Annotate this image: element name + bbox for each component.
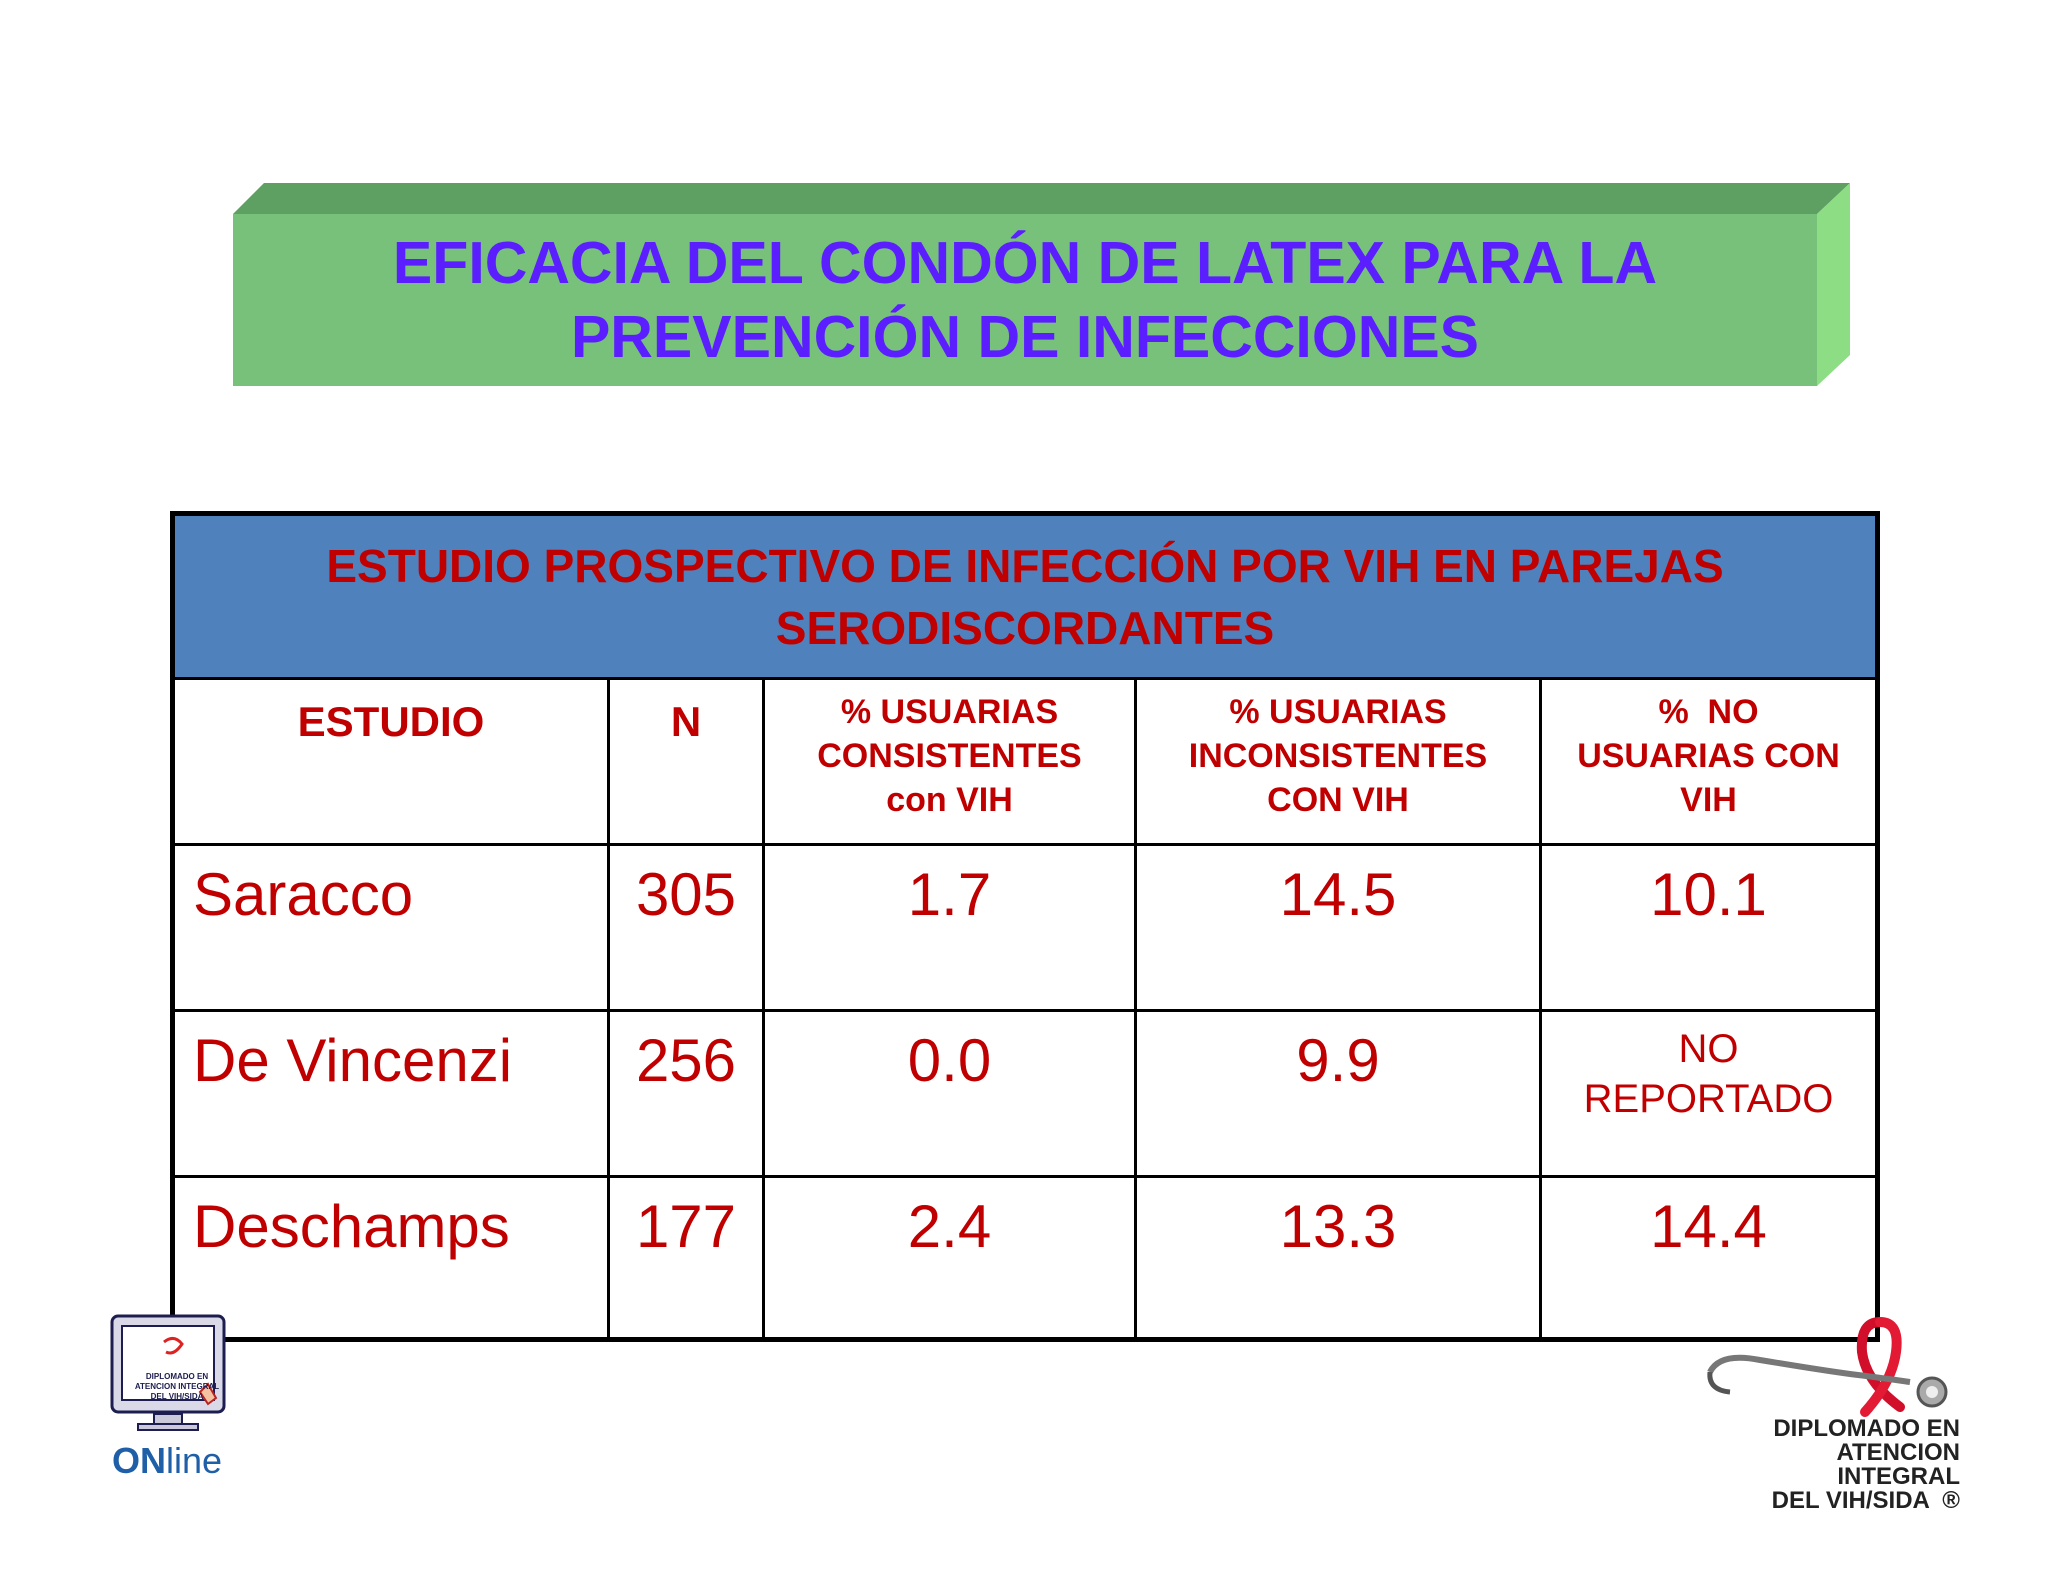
column-header-estudio: ESTUDIO [175,680,610,843]
ribbon-stethoscope-icon [1707,1317,1948,1417]
table-caption-line-2: SERODISCORDANTES [775,601,1275,654]
online-wordmark: ONline [112,1440,222,1482]
cell-inconsistentes: 14.5 [1137,846,1542,1009]
title-box-shape [233,183,1850,386]
table-row: Saracco 305 1.7 14.5 10.1 [175,846,1875,1012]
column-header-text: CON VIH [1267,781,1409,819]
monitor-text-line: DEL VIH/SIDA [150,1392,204,1401]
page-title: EFICACIA DEL CONDÓN DE LATEX PARA LA PRE… [233,214,1817,386]
table-grid: ESTUDIO N % USUARIAS CONSISTENTES con VI… [175,680,1875,1337]
cell-no-usuarias-line-1: NO [1678,1027,1739,1071]
column-header-no-usuarias: % NO USUARIAS CON VIH [1542,680,1875,843]
table-row: Deschamps 177 2.4 13.3 14.4 [175,1178,1875,1337]
cell-no-usuarias: 14.4 [1650,1193,1767,1260]
cell-no-usuarias: 10.1 [1650,861,1767,928]
table-row: De Vincenzi 256 0.0 9.9 NO REPORTADO [175,1012,1875,1178]
column-header-text: CONSISTENTES [817,737,1082,775]
column-header-consistentes: % USUARIAS CONSISTENTES con VIH [765,680,1137,843]
column-header-text: VIH [1680,781,1737,819]
cell-estudio: De Vincenzi [175,1012,610,1175]
column-header-text: % USUARIAS [840,693,1059,731]
title-line-1: EFICACIA DEL CONDÓN DE LATEX PARA LA [392,230,1658,296]
diplomado-logo-text: DIPLOMADO EN ATENCION INTEGRAL DEL VIH/S… [1710,1417,1960,1513]
cell-estudio: Saracco [175,846,610,1009]
cell-inconsistentes: 13.3 [1137,1178,1542,1337]
column-header-text: % NO [1658,693,1759,731]
column-header-text: % USUARIAS [1229,693,1447,731]
column-header-inconsistentes: % USUARIAS INCONSISTENTES CON VIH [1137,680,1542,843]
column-header-n: N [610,680,765,843]
cell-no-usuarias-line-2: REPORTADO [1583,1077,1834,1121]
cell-consistentes: 0.0 [765,1012,1137,1175]
column-header-text: N [670,698,702,745]
column-header-text: USUARIAS CON [1577,737,1840,775]
online-logo: DIPLOMADO EN ATENCION INTEGRAL DEL VIH/S… [104,1312,234,1482]
column-header-text: ESTUDIO [297,698,485,745]
title-box: EFICACIA DEL CONDÓN DE LATEX PARA LA PRE… [233,183,1850,386]
column-header-text: INCONSISTENTES [1188,737,1488,775]
study-table: ESTUDIO PROSPECTIVO DE INFECCIÓN POR VIH… [170,511,1880,1342]
cell-consistentes: 1.7 [765,846,1137,1009]
logo-text-line: ATENCION INTEGRAL [1836,1439,1960,1490]
column-header-text: con VIH [886,781,1013,819]
monitor-text-line: ATENCION INTEGRAL [134,1382,220,1391]
cell-n: 177 [610,1178,765,1337]
table-header-row: ESTUDIO N % USUARIAS CONSISTENTES con VI… [175,680,1875,846]
cell-inconsistentes: 9.9 [1137,1012,1542,1175]
logo-text-line: DEL VIH/SIDA ® [1771,1487,1960,1514]
monitor-icon [110,1314,226,1431]
table-caption: ESTUDIO PROSPECTIVO DE INFECCIÓN POR VIH… [175,516,1875,680]
table-caption-line-1: ESTUDIO PROSPECTIVO DE INFECCIÓN POR VIH… [326,539,1724,592]
online-line: line [166,1440,223,1481]
cell-consistentes: 2.4 [765,1178,1137,1337]
monitor-text-line: DIPLOMADO EN [145,1372,209,1381]
cell-n: 256 [610,1012,765,1175]
logo-text-line: DIPLOMADO EN [1773,1415,1960,1442]
cell-estudio: Deschamps [175,1178,610,1337]
cell-no-usuarias: NO REPORTADO [1542,1012,1875,1175]
online-on: ON [112,1440,166,1481]
diplomado-logo: DIPLOMADO EN ATENCION INTEGRAL DEL VIH/S… [1700,1312,1960,1513]
monitor-text: DIPLOMADO EN ATENCION INTEGRAL DEL VIH/S… [132,1372,222,1402]
title-line-2: PREVENCIÓN DE INFECCIONES [570,304,1480,370]
cell-n: 305 [610,846,765,1009]
